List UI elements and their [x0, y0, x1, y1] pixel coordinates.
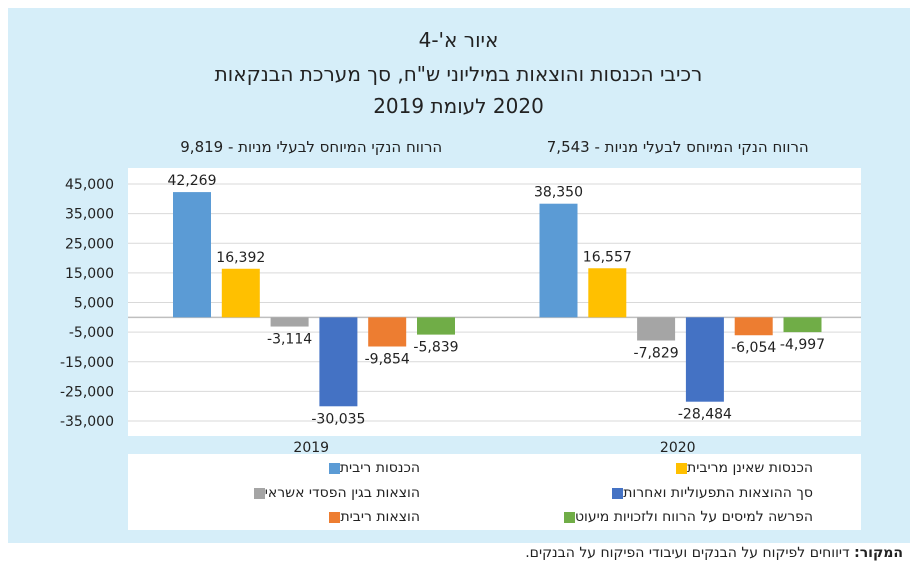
legend-swatch [563, 511, 575, 523]
data-label: 38,350 [534, 185, 583, 201]
bar [221, 268, 260, 318]
legend-label: הכנסות ריבית [339, 460, 420, 476]
group-title: הרווח הנקי המיוחס לבעלי מניות - 7,543 [547, 138, 809, 156]
legend-swatch [676, 462, 688, 474]
legend-item: הכנסות ריבית [323, 458, 420, 478]
y-tick-label: 25,000 [65, 236, 114, 252]
bar [637, 317, 676, 341]
bar [685, 317, 724, 402]
data-label: -4,997 [780, 337, 825, 353]
data-label: -5,839 [413, 340, 458, 356]
group-title: הרווח הנקי המיוחס לבעלי מניות - 9,819 [180, 138, 442, 156]
legend-label: סך ההוצאות התפעוליות ואחרות [623, 485, 813, 501]
bar [588, 268, 627, 318]
legend-item: הכנסות שאינן מריבית [670, 458, 813, 478]
legend-item: הוצאות ריבית [323, 507, 420, 527]
data-label: -3,114 [267, 332, 312, 348]
data-label: 42,269 [168, 173, 217, 189]
category-label: 2019 [293, 440, 329, 456]
y-tick-label: -35,000 [60, 414, 114, 430]
category-label: 2020 [660, 440, 696, 456]
bar [783, 317, 822, 333]
legend-swatch [253, 487, 265, 499]
legend-item: הוצאות בגין הפסדי אשראי [248, 483, 420, 503]
figure-title-line-2: רכיבי הכנסות והוצאות במיליוני ש"ח, סך מע… [214, 62, 703, 86]
bar [270, 317, 309, 327]
bar [417, 317, 455, 335]
chart-legend: הכנסות ריבית הכנסות שאינן מריבית הוצאות בג… [128, 454, 861, 530]
y-tick-label: -5,000 [69, 325, 114, 341]
legend-item: סך ההוצאות התפעוליות ואחרות [606, 483, 813, 503]
y-tick-label: 35,000 [65, 207, 114, 223]
data-label: 16,392 [216, 250, 265, 266]
legend-label: הוצאות ריבית [340, 509, 420, 525]
bar [319, 317, 358, 407]
y-tick-label: 5,000 [74, 296, 114, 312]
legend-item: הפרשה למיסים על הרווח ולזכויות מיעוט [558, 507, 813, 527]
data-label: -9,854 [365, 352, 410, 368]
legend-swatch [612, 487, 624, 499]
bar [368, 317, 407, 347]
source-text: דיווחים לפיקוח על הבנקים ועיבודי הפיקוח … [525, 545, 855, 561]
legend-label: הפרשה למיסים על הרווח ולזכויות מיעוט [574, 509, 813, 525]
legend-label: הוצאות בגין הפסדי אשראי [264, 485, 420, 501]
figure-title-line-1: איור א'-4 [418, 28, 499, 52]
y-tick-label: 15,000 [65, 266, 114, 282]
bar [173, 192, 211, 318]
y-tick-label: -15,000 [60, 355, 114, 371]
bar [539, 203, 578, 318]
legend-swatch [329, 511, 341, 523]
data-label: -30,035 [311, 411, 365, 427]
data-label: 16,557 [583, 249, 632, 265]
bar-chart: 45,000 35,000 25,000 15,000 5,000 -5,000 -15,0… [60, 138, 861, 456]
source-label: המקור: [854, 545, 903, 561]
y-tick-label: 45,000 [65, 177, 114, 193]
legend-swatch [328, 462, 340, 474]
source-note: המקור: דיווחים לפיקוח על הבנקים ועיבודי … [525, 545, 903, 561]
bar [734, 317, 773, 336]
data-label: -7,829 [634, 346, 679, 362]
data-label: -28,484 [678, 407, 732, 423]
data-label: -6,054 [731, 340, 776, 356]
legend-label: הכנסות שאינן מריבית [687, 460, 813, 476]
figure-title-line-3: 2020 לעומת 2019 [373, 94, 544, 118]
y-tick-label: -25,000 [60, 384, 114, 400]
